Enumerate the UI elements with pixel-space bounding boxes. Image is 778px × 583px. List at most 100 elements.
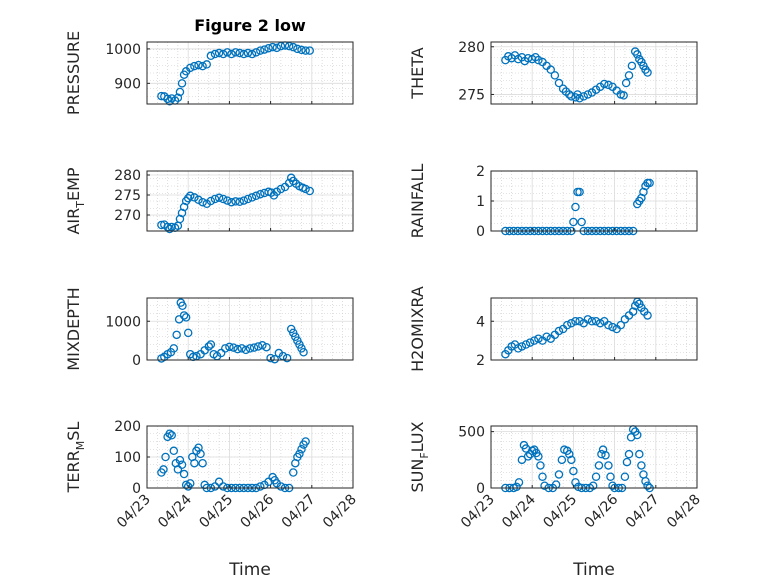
data-point [239,196,249,205]
data-point [588,481,598,490]
data-point [567,318,576,328]
data-point [523,452,533,461]
data-point [183,193,193,203]
data-point [214,193,224,203]
data-point [604,80,613,90]
data-point [297,444,306,454]
subplot-2: 275 280 THETA [408,40,698,105]
data-point [604,320,613,330]
data-point [627,61,637,71]
y-axis-label: THETA [408,47,427,99]
data-point [221,344,230,353]
data-point [165,429,174,438]
data-point [225,342,234,352]
data-point [289,176,298,186]
y-tick-label: 0 [132,353,141,369]
data-point [266,353,275,363]
subplot-4: 0 1 2 RAINFALL [408,164,698,240]
data-point [231,197,240,206]
data-point [546,65,555,74]
data-point [579,92,588,101]
y-tick-label: 280 [458,40,485,56]
data-point [268,42,277,52]
data-point [169,344,179,353]
data-point [284,41,294,51]
data-point [177,79,187,88]
data-point [272,43,282,53]
axes-box [490,41,698,105]
data-point [247,193,257,202]
y-tick-label: 0 [476,224,485,240]
data-point [251,191,261,201]
data-point [173,465,183,474]
data-point [289,42,298,52]
data-point [557,455,567,465]
data-point [194,195,203,205]
data-point [565,449,574,459]
subplot-3: 270 275 280 AIRTEMP [64,167,354,235]
subplot-5: 0 1000 MIXDEPTH [64,287,354,371]
data-point [223,48,232,57]
data-point [179,469,189,479]
data-point [633,430,642,440]
y-label-suffix: EMP [64,167,83,201]
data-point [583,315,593,324]
y-tick-label: 275 [458,87,485,103]
data-point [591,472,601,481]
y-tick-label: 900 [114,76,141,92]
data-point [597,449,606,459]
data-point [186,63,195,73]
data-point [235,197,244,207]
y-axis-label: RAINFALL [408,164,427,239]
data-point [214,477,224,487]
data-point [190,193,199,202]
data-point [295,449,304,459]
data-point [622,457,632,467]
y-tick-label: 1000 [105,314,141,330]
data-point [521,340,531,349]
data-point [558,84,568,93]
y-axis-label: MIXDEPTH [64,287,83,370]
data-point [204,342,214,351]
data-point [643,481,652,490]
data-point [301,184,310,194]
data-point [643,68,652,77]
data-point [594,461,604,470]
y-tick-label: 0 [132,481,141,497]
data-point [624,71,634,80]
y-label-main: PRESSURE [64,31,83,115]
y-label-main: H2OMIXRA [408,286,427,372]
data-point [186,479,195,488]
data-point [196,449,205,459]
data-point [621,78,631,88]
data-point [536,461,545,470]
data-point [534,55,543,65]
y-tick-label: 4 [476,314,485,330]
y-label-main: RAINFALL [408,164,427,239]
y-label-main: SUN [408,459,427,493]
data-point [218,482,228,491]
data-point [247,49,257,59]
y-label-main: AIR [64,208,83,235]
data-point [554,326,564,336]
y-tick-label: 1 [476,194,485,210]
data-point [218,49,228,59]
data-point [181,313,191,322]
data-point [223,196,232,205]
data-point [198,458,207,468]
data-point [243,48,253,58]
data-point [251,48,261,57]
y-tick-label: 2 [476,353,485,369]
axes-box [146,41,354,105]
data-point [249,343,259,352]
data-point [645,178,654,188]
data-point [206,196,216,206]
y-tick-label: 1000 [105,42,141,58]
data-point [262,342,271,352]
data-point [514,478,524,487]
data-point [635,449,644,459]
data-point [175,455,185,465]
data-point [235,48,244,58]
